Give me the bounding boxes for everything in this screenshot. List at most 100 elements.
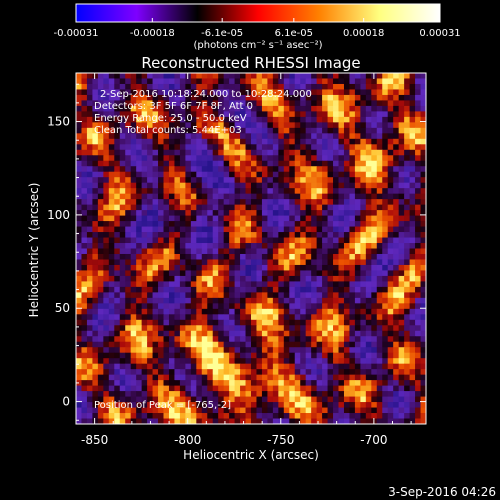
heatmap-cell [185, 391, 192, 397]
heatmap-cell [393, 352, 400, 359]
heatmap-cell [76, 188, 82, 195]
heatmap-cell [207, 253, 214, 260]
heatmap-cell [393, 341, 400, 348]
heatmap-cell [387, 330, 394, 337]
heatmap-cell [163, 341, 170, 348]
heatmap-cell [333, 73, 339, 79]
heatmap-cell [393, 297, 400, 304]
heatmap-cell [147, 369, 153, 376]
heatmap-cell [76, 127, 82, 134]
heatmap-cell [190, 297, 197, 304]
heatmap-cell [147, 248, 153, 255]
heatmap-cell [387, 144, 394, 151]
heatmap-cell [234, 413, 241, 419]
heatmap-cell [376, 73, 383, 79]
heatmap-cell [108, 270, 115, 277]
heatmap-cell [125, 188, 132, 195]
heatmap-cell [119, 253, 126, 260]
heatmap-cell [415, 341, 421, 348]
heatmap-cell [382, 413, 389, 419]
heatmap-cell [141, 188, 148, 195]
heatmap-cell [147, 116, 153, 123]
heatmap-cell [278, 188, 285, 195]
heatmap-cell [289, 221, 296, 227]
heatmap-cell [398, 380, 405, 387]
heatmap-cell [261, 385, 268, 392]
heatmap-cell [147, 122, 153, 129]
heatmap-cell [398, 286, 405, 293]
heatmap-cell [114, 391, 121, 397]
heatmap-cell [311, 330, 318, 337]
heatmap-cell [229, 215, 235, 222]
heatmap-cell [119, 363, 126, 370]
heatmap-cell [327, 347, 334, 354]
heatmap-cell [360, 226, 367, 233]
heatmap-cell [278, 358, 285, 365]
heatmap-cell [158, 391, 164, 397]
heatmap-cell [261, 237, 268, 244]
heatmap-cell [158, 308, 164, 315]
heatmap-cell [256, 232, 263, 238]
heatmap-cell [267, 149, 274, 156]
heatmap-cell [76, 133, 82, 140]
heatmap-cell [196, 127, 203, 134]
heatmap-cell [338, 89, 345, 96]
heatmap-cell [147, 171, 153, 178]
heatmap-cell [398, 253, 405, 260]
heatmap-cell [179, 166, 186, 173]
heatmap-cell [316, 391, 323, 397]
heatmap-cell [125, 259, 132, 266]
heatmap-cell [409, 171, 416, 178]
heatmap-cell [125, 391, 132, 397]
heatmap-cell [168, 171, 175, 178]
heatmap-cell [114, 89, 121, 96]
heatmap-cell [168, 100, 175, 107]
heatmap-cell [179, 281, 186, 288]
heatmap-cell [311, 127, 318, 134]
heatmap-cell [360, 83, 367, 90]
heatmap-cell [81, 259, 88, 266]
heatmap-cell [360, 94, 367, 101]
heatmap-cell [245, 149, 252, 156]
heatmap-cell [420, 358, 426, 365]
heatmap-cell [272, 232, 279, 238]
heatmap-cell [97, 210, 104, 216]
heatmap-cell [108, 89, 115, 96]
heatmap-cell [240, 347, 246, 354]
heatmap-cell [360, 341, 367, 348]
heatmap-cell [289, 232, 296, 238]
heatmap-cell [382, 232, 389, 238]
heatmap-cell [316, 325, 323, 332]
heatmap-cell [360, 347, 367, 354]
heatmap-cell [97, 347, 104, 354]
heatmap-cell [349, 232, 356, 238]
heatmap-cell [196, 122, 203, 129]
heatmap-cell [245, 193, 252, 200]
heatmap-cell [108, 199, 115, 206]
heatmap-cell [360, 259, 367, 266]
heatmap-cell [294, 83, 301, 90]
heatmap-cell [327, 319, 334, 326]
heatmap-cell [81, 292, 88, 299]
heatmap-cell [300, 259, 307, 266]
heatmap-cell [360, 133, 367, 140]
heatmap-cell [404, 281, 410, 288]
heatmap-cell [393, 336, 400, 343]
heatmap-cell [322, 308, 328, 315]
heatmap-cell [130, 248, 137, 255]
heatmap-cell [322, 133, 328, 140]
heatmap-cell [136, 286, 143, 293]
heatmap-cell [354, 347, 361, 354]
heatmap-cell [234, 100, 241, 107]
heatmap-cell [201, 319, 208, 326]
heatmap-cell [103, 270, 110, 277]
heatmap-cell [409, 210, 416, 216]
heatmap-cell [97, 204, 104, 211]
heatmap-cell [251, 243, 257, 249]
heatmap-cell [398, 177, 405, 184]
heatmap-cell [179, 347, 186, 354]
heatmap-cell [125, 221, 132, 227]
heatmap-cell [245, 407, 252, 414]
heatmap-cell [289, 199, 296, 206]
heatmap-cell [360, 363, 367, 370]
